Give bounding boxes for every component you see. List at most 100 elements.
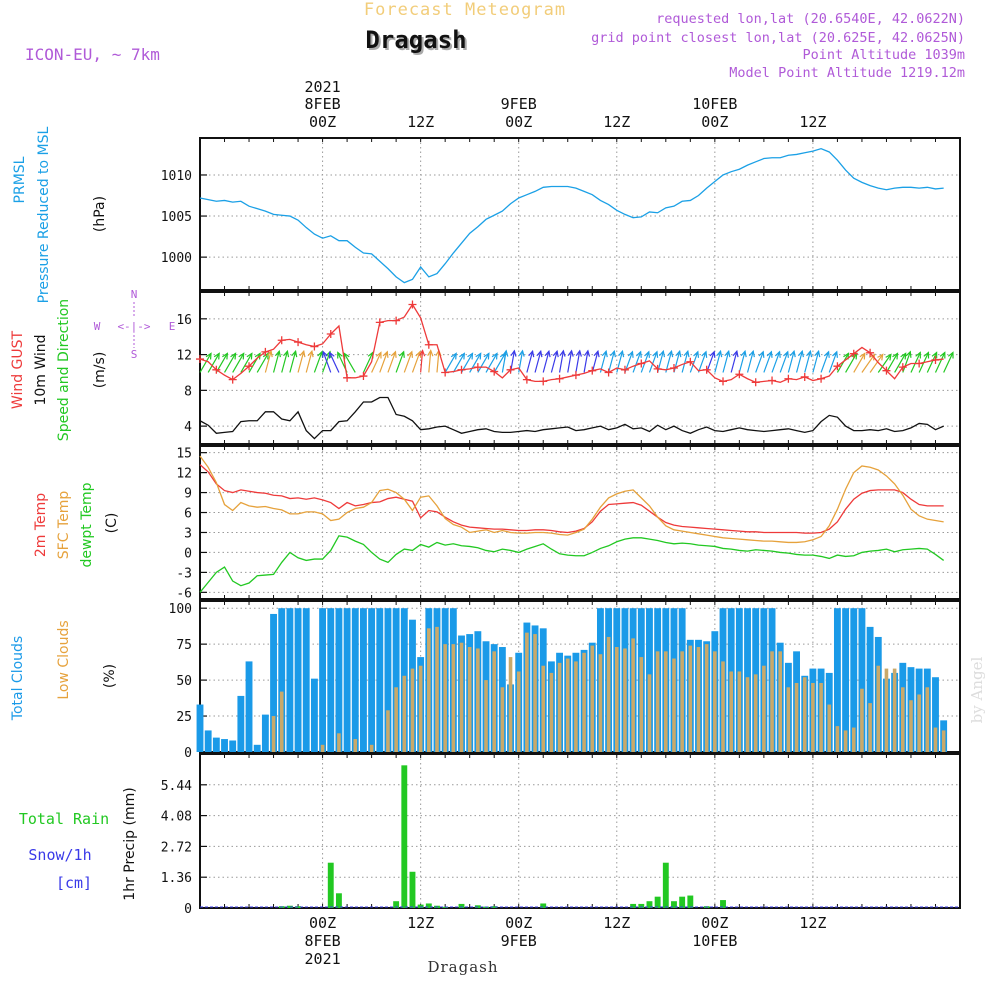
rain-bar	[630, 903, 637, 908]
wind-arrow	[885, 353, 898, 373]
wind-arrow-head	[667, 349, 674, 358]
wind-arrow-head	[877, 353, 884, 361]
low-cloud-bar	[819, 682, 823, 752]
total-cloud-bar	[866, 626, 874, 752]
low-cloud-bar	[696, 647, 701, 752]
rain-bar	[425, 903, 432, 908]
gust-marker	[637, 359, 646, 368]
wind-arrow	[795, 351, 803, 373]
wind-arrow	[567, 350, 573, 373]
low-cloud-bar	[467, 647, 472, 752]
footer-location: Dragash	[427, 958, 498, 976]
wind-arrow-head	[583, 349, 591, 357]
wind-arrow-head	[343, 352, 350, 360]
low-cloud-bar	[279, 691, 284, 752]
gust-marker	[473, 363, 482, 372]
low-cloud-bar	[647, 674, 652, 752]
wind-arrow-head	[693, 350, 700, 358]
low-cloud-bar	[631, 638, 635, 752]
low-cloud-bar	[492, 651, 496, 752]
rain-label: Total Rain	[19, 810, 109, 828]
wind-arrow-head	[418, 349, 426, 357]
gust-marker	[669, 364, 678, 372]
low-cloud-bar	[811, 682, 815, 752]
wind-arrow	[697, 351, 707, 373]
total-cloud-bar	[392, 608, 400, 752]
low-cloud-bar	[729, 671, 733, 752]
total-cloud-bar	[196, 704, 204, 752]
gust-marker	[588, 366, 597, 375]
wind-arrow	[223, 353, 237, 373]
top-date: 8FEB	[305, 95, 341, 113]
gust-marker	[849, 349, 858, 358]
top-hour: 00Z	[309, 113, 336, 131]
low-cloud-bar	[827, 704, 832, 752]
wind-arrow-head	[307, 349, 314, 358]
rain-bar	[638, 903, 645, 908]
wind-arrow	[485, 353, 498, 373]
total-cloud-bar	[278, 608, 286, 752]
low-cloud-bar	[664, 651, 668, 752]
wind-arrow	[648, 351, 658, 373]
panel-1: 4 8 12 16 Wind GUST 10m Wind Speed and Directi…	[10, 288, 961, 445]
rain-bar	[654, 896, 661, 908]
top-hour: 12Z	[407, 113, 434, 131]
gust-marker	[310, 342, 319, 351]
low-cloud-bar	[418, 665, 423, 752]
wind-arrow	[706, 351, 715, 373]
gust-marker	[441, 368, 450, 377]
wind-arrow-head	[536, 349, 543, 358]
wind-arrow-head	[905, 350, 912, 358]
wind-arrow	[371, 352, 382, 373]
low-cloud-bar	[721, 661, 725, 752]
wind-arrow	[583, 350, 589, 373]
wind-arrow-head	[450, 352, 457, 360]
wind-arrow	[240, 353, 253, 373]
low-cloud-bar	[508, 657, 513, 752]
wind-arrow	[787, 351, 795, 373]
wind-arrow-head	[322, 350, 328, 358]
pressure-unit: (hPa)	[92, 196, 108, 232]
low-cloud-bar	[802, 677, 807, 752]
watermark: by Angel	[968, 656, 986, 723]
low-cloud-bar	[794, 682, 799, 752]
wind-arrow	[861, 354, 876, 373]
gust-marker	[392, 316, 401, 325]
panel-frame	[199, 753, 961, 909]
gust-marker	[522, 375, 531, 384]
total-cloud-bar	[376, 608, 384, 752]
total-cloud-bar	[261, 714, 269, 752]
low-cloud-bar	[606, 636, 611, 752]
total-cloud-bar	[360, 608, 367, 752]
wind-arrow	[812, 351, 820, 373]
y-tick-label: 15	[176, 447, 192, 462]
low-cloud-bar	[386, 710, 390, 752]
rain-bar	[646, 901, 653, 908]
rain-bar	[393, 901, 400, 908]
wind-arrow	[256, 353, 269, 373]
wind-arrow	[444, 353, 457, 373]
y-tick-label: 2.72	[161, 840, 192, 855]
gust-marker	[784, 374, 793, 383]
wind-arrow-head	[266, 349, 273, 358]
gust-marker	[620, 365, 629, 374]
wind-arrow	[420, 350, 424, 373]
gust-marker	[719, 377, 728, 386]
wind-arrow	[428, 350, 432, 373]
low-cloud-bar	[900, 687, 905, 752]
sfc-temp-line	[199, 455, 944, 544]
gust-marker	[375, 318, 384, 327]
rain-bar	[540, 903, 547, 908]
top-hour: 00Z	[505, 113, 532, 131]
wind-arrow-head	[709, 350, 716, 358]
wind-arrow-head	[544, 349, 551, 358]
wind-arrow	[232, 353, 245, 373]
sfc-label: SFC Temp	[56, 491, 72, 560]
wind-arrow-head	[475, 352, 482, 360]
wind-arrow	[616, 351, 624, 373]
low-cloud-bar	[443, 644, 447, 752]
y-tick-label: 1.36	[161, 871, 192, 886]
rain-bar	[417, 904, 424, 908]
gust-marker	[768, 376, 777, 385]
t2m-line	[199, 464, 944, 534]
